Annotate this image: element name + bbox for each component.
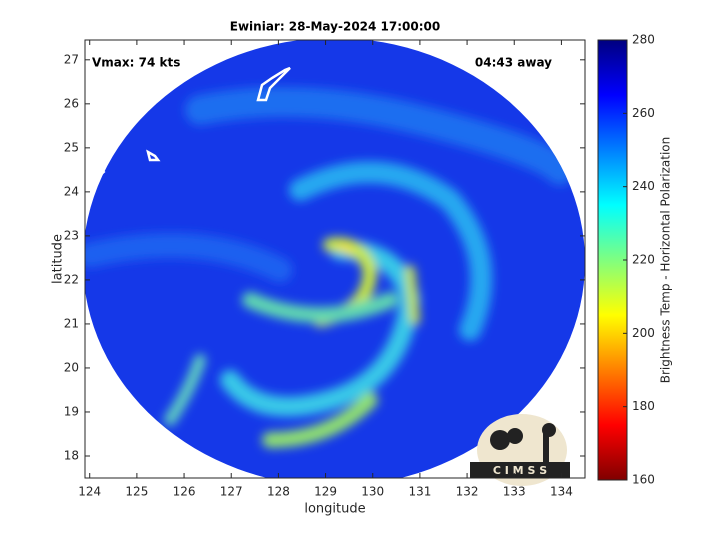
colorbar-tick-label: 180 (632, 399, 655, 413)
y-tick-label: 19 (64, 404, 79, 418)
colorbar-tick-label: 160 (632, 473, 655, 487)
y-tick-label: 24 (64, 184, 79, 198)
colorbar-tick-label: 260 (632, 106, 655, 120)
x-tick-label: 126 (173, 485, 196, 499)
annotation: 04:43 away (475, 56, 552, 70)
y-tick-label: 21 (64, 316, 79, 330)
x-tick-label: 129 (314, 485, 337, 499)
x-tick-label: 133 (503, 485, 526, 499)
x-tick-label: 128 (267, 485, 290, 499)
annotation: Vmax: 74 kts (92, 56, 180, 70)
colorbar-tick-label: 200 (632, 326, 655, 340)
chart-title: Ewiniar: 28-May-2024 17:00:00 (230, 20, 440, 34)
satellite-image (85, 40, 585, 478)
y-tick-label: 22 (64, 272, 79, 286)
colorbar-tick-label: 220 (632, 253, 655, 267)
x-tick-label: 124 (78, 485, 101, 499)
y-axis-label: latitude (51, 234, 66, 284)
y-tick-label: 18 (64, 448, 79, 462)
y-tick-label: 25 (64, 140, 79, 154)
colorbar-label: Brightness Temp - Horizontal Polarizatio… (659, 137, 673, 384)
x-axis-label: longitude (304, 502, 365, 517)
x-tick-label: 134 (550, 485, 573, 499)
x-tick-label: 130 (361, 485, 384, 499)
plot-frame (84, 39, 586, 479)
colorbar-tick-label: 280 (632, 33, 655, 47)
x-tick-label: 132 (456, 485, 479, 499)
colorbar (597, 39, 628, 481)
x-tick-label: 131 (408, 485, 431, 499)
y-tick-label: 23 (64, 228, 79, 242)
x-tick-label: 125 (125, 485, 148, 499)
colorbar-tick-label: 240 (632, 179, 655, 193)
y-tick-label: 27 (64, 52, 79, 66)
x-tick-label: 127 (220, 485, 243, 499)
y-tick-label: 26 (64, 96, 79, 110)
logo: C I M S S (470, 414, 570, 486)
logo-text: C I M S S (493, 464, 547, 477)
y-tick-label: 20 (64, 360, 79, 374)
